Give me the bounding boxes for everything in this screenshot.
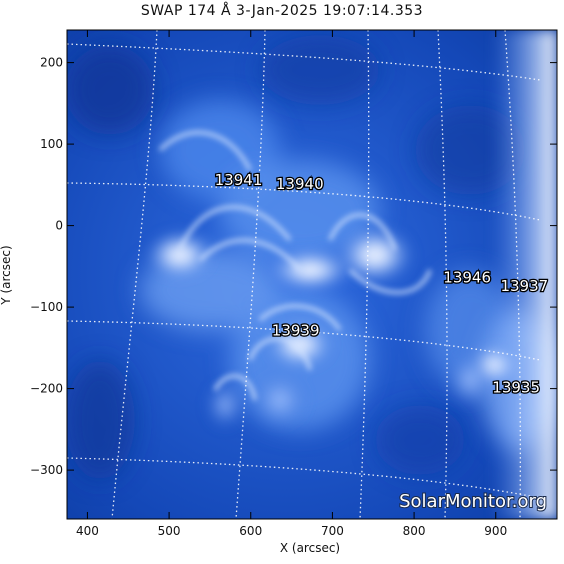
- plot-title: SWAP 174 Å 3-Jan-2025 19:07:14.353: [140, 3, 424, 19]
- x-axis-label: X (arcsec): [279, 541, 341, 555]
- active-region-label: 13939: [272, 322, 320, 340]
- y-tick-label: −200: [30, 382, 63, 396]
- y-tick-label: 200: [40, 56, 63, 70]
- y-tick-label: 0: [55, 219, 63, 233]
- active-region-label: 13946: [443, 269, 491, 287]
- y-tick-label: −300: [30, 463, 63, 477]
- active-region-label: 13935: [492, 379, 540, 397]
- active-region-label: 13941: [215, 171, 263, 189]
- y-tick-label: 100: [40, 137, 63, 151]
- x-tick-label: 700: [321, 524, 344, 538]
- solar-image: [67, 30, 557, 519]
- x-axis-ticks: 400 500 600 700 800 900: [76, 30, 507, 538]
- x-tick-label: 500: [158, 524, 181, 538]
- y-tick-label: −100: [30, 300, 63, 314]
- active-region-labels: 13941 13940 13946 13937 13939 13935: [213, 170, 549, 398]
- active-region-label: 13940: [276, 175, 324, 193]
- heliographic-grid: [67, 30, 541, 519]
- x-tick-label: 600: [239, 524, 262, 538]
- x-tick-label: 400: [76, 524, 99, 538]
- watermark-text: SolarMonitor.org: [399, 491, 547, 512]
- x-tick-label: 800: [403, 524, 426, 538]
- active-region-label: 13937: [500, 277, 548, 295]
- y-axis-ticks: 200 100 0 −100 −200 −300: [30, 56, 557, 477]
- plot-frame: [66, 29, 558, 520]
- x-tick-label: 900: [484, 524, 507, 538]
